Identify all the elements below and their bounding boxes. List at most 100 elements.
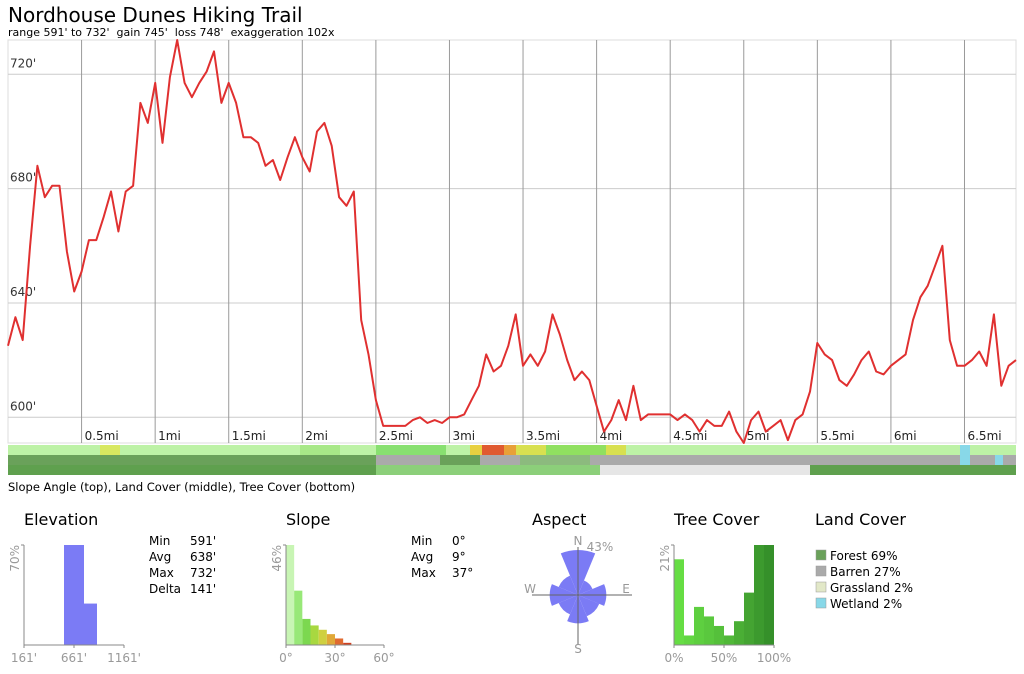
stat-value: 141' bbox=[190, 582, 216, 596]
legend-value: 2% bbox=[894, 581, 913, 595]
stat-label: Delta bbox=[149, 582, 181, 596]
aspect-wedge bbox=[578, 580, 593, 595]
strip-caption: Slope Angle (top), Land Cover (middle), … bbox=[8, 480, 355, 494]
y-tick-label: 720' bbox=[10, 56, 36, 70]
legend-swatch bbox=[815, 581, 827, 593]
direction-label: N bbox=[574, 534, 583, 548]
histogram-bar bbox=[310, 625, 319, 645]
direction-label: S bbox=[574, 642, 582, 656]
aspect-wedge bbox=[578, 595, 600, 617]
strip-cell bbox=[482, 445, 504, 455]
strip-cell bbox=[960, 445, 970, 455]
strip-cell bbox=[504, 445, 516, 455]
legend-swatch bbox=[815, 565, 827, 577]
x-tick-label: 5mi bbox=[747, 429, 770, 443]
legend-value: 27% bbox=[874, 565, 901, 579]
histogram-bar bbox=[335, 638, 344, 645]
stat-label: Avg bbox=[149, 550, 171, 564]
strip-cell bbox=[516, 445, 546, 455]
stat-value: 0° bbox=[452, 534, 466, 548]
strip-cell bbox=[470, 445, 482, 455]
histogram-bar bbox=[302, 618, 311, 645]
stat-value: 732' bbox=[190, 566, 216, 580]
panel-title: Land Cover bbox=[815, 510, 906, 529]
legend-entry: Wetland 2% bbox=[830, 597, 902, 611]
panel-title: Slope bbox=[286, 510, 330, 529]
histogram-bar bbox=[318, 629, 327, 645]
x-tick-label: 0.5mi bbox=[85, 429, 119, 443]
histogram-bar bbox=[704, 616, 714, 645]
y-tick-label: 21% bbox=[658, 545, 672, 572]
y-tick-label: 70% bbox=[8, 545, 22, 572]
histogram-bar bbox=[714, 625, 724, 645]
histogram-bar bbox=[684, 635, 694, 645]
legend-value: 2% bbox=[883, 597, 902, 611]
histogram-bar bbox=[326, 634, 335, 645]
strip-cell bbox=[995, 455, 1003, 465]
x-tick-label: 100% bbox=[757, 651, 791, 665]
histogram-bar bbox=[674, 559, 684, 645]
x-tick-label: 4.5mi bbox=[673, 429, 707, 443]
aspect-wedge bbox=[558, 595, 578, 615]
legend-entry: Forest 69% bbox=[830, 549, 898, 563]
histogram-bar bbox=[294, 590, 303, 645]
histogram-bar bbox=[754, 545, 764, 645]
direction-label: E bbox=[622, 582, 630, 596]
x-tick-label: 1.5mi bbox=[232, 429, 266, 443]
plot-frame bbox=[7, 39, 1017, 444]
x-tick-label: 30° bbox=[324, 651, 345, 665]
legend-value: 69% bbox=[871, 549, 898, 563]
histogram-bar bbox=[764, 545, 774, 645]
strip-cell bbox=[8, 465, 376, 475]
stat-label: Avg bbox=[411, 550, 433, 564]
strip-cell bbox=[600, 465, 810, 475]
histogram-bar bbox=[744, 592, 754, 645]
x-tick-label: 2.5mi bbox=[379, 429, 413, 443]
legend-swatch bbox=[815, 597, 827, 609]
x-tick-label: 60° bbox=[373, 651, 394, 665]
panel-title: Tree Cover bbox=[673, 510, 760, 529]
stat-label: Min bbox=[149, 534, 170, 548]
strip-cell bbox=[100, 445, 120, 455]
y-tick-label: 640' bbox=[10, 285, 36, 299]
legend-name: Forest bbox=[830, 549, 867, 563]
stat-label: Max bbox=[149, 566, 174, 580]
y-tick-label: 680' bbox=[10, 171, 36, 185]
histogram-bar bbox=[694, 606, 704, 645]
stat-value: 9° bbox=[452, 550, 466, 564]
histogram-bar bbox=[734, 621, 744, 645]
strip-cell bbox=[376, 465, 600, 475]
chart-title: Nordhouse Dunes Hiking Trail bbox=[8, 3, 303, 27]
radius-label: 43% bbox=[587, 540, 614, 554]
chart-subtitle: range 591' to 732' gain 745' loss 748' e… bbox=[8, 26, 335, 39]
strip-cell bbox=[960, 455, 970, 465]
x-tick-label: 50% bbox=[711, 651, 738, 665]
panel-title: Elevation bbox=[24, 510, 98, 529]
strip-cell bbox=[300, 445, 340, 455]
legend-name: Grassland bbox=[830, 581, 890, 595]
histogram-bar bbox=[84, 603, 97, 645]
legend-name: Barren bbox=[830, 565, 870, 579]
direction-label: W bbox=[524, 582, 536, 596]
panel-title: Aspect bbox=[532, 510, 586, 529]
legend-swatch bbox=[815, 549, 827, 561]
x-tick-label: 661' bbox=[61, 651, 87, 665]
histogram-bar bbox=[64, 545, 84, 645]
legend-name: Wetland bbox=[830, 597, 879, 611]
x-tick-label: 4mi bbox=[600, 429, 623, 443]
aspect-wedge bbox=[558, 575, 578, 595]
strip-cell bbox=[376, 455, 1016, 465]
strip-cell bbox=[8, 455, 376, 465]
strip-cell bbox=[546, 445, 606, 455]
strip-cell bbox=[810, 465, 1016, 475]
histogram-bar bbox=[724, 635, 734, 645]
x-tick-label: 3.5mi bbox=[526, 429, 560, 443]
slope-strip bbox=[8, 445, 1016, 455]
elevation-line bbox=[7, 39, 1017, 444]
strip-cell bbox=[376, 445, 446, 455]
x-tick-label: 0% bbox=[664, 651, 683, 665]
x-tick-label: 3mi bbox=[452, 429, 475, 443]
x-tick-label: 0° bbox=[279, 651, 293, 665]
x-tick-label: 2mi bbox=[305, 429, 328, 443]
